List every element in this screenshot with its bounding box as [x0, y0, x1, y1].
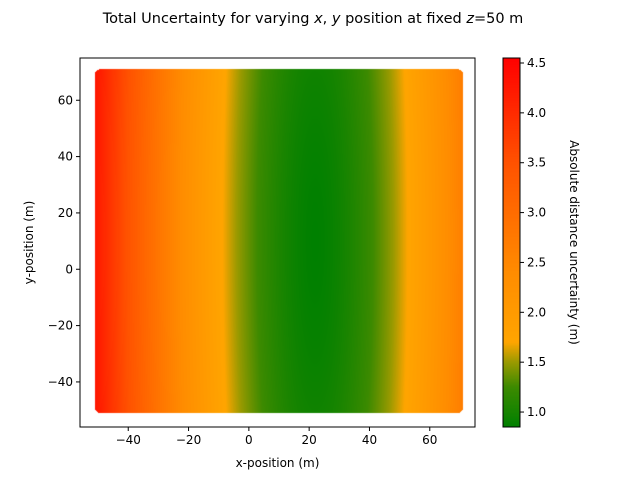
x-axis-ticks: −40 −20 0 20 40 60	[116, 427, 437, 447]
colorbar-tick-label: 3.5	[527, 156, 546, 170]
colorbar-frame	[502, 57, 521, 428]
colorbar-tick-label: 4.5	[527, 56, 546, 70]
colorbar-tick-label: 1.0	[527, 405, 546, 419]
plot-frame	[79, 57, 476, 428]
x-tick-label: 0	[245, 433, 253, 447]
title-middle: position at fixed	[340, 11, 466, 27]
colorbar-tick-label: 2.0	[527, 305, 546, 319]
x-tick-label: −40	[116, 433, 141, 447]
colorbar-tick-label: 2.5	[527, 255, 546, 269]
colorbar-tick-label: 1.5	[527, 355, 546, 369]
colorbar-label: Absolute distance uncertainty (m)	[567, 140, 581, 345]
title-var-y: y	[331, 11, 341, 27]
title-var-z: z	[465, 11, 474, 27]
title-prefix: Total Uncertainty for varying	[102, 11, 314, 27]
heatmap-canvas	[80, 58, 475, 427]
colorbar-ticks: 1.0 1.5 2.0 2.5 3.0 3.5 4.0 4.5	[520, 56, 546, 419]
x-tick-label: 40	[362, 433, 377, 447]
y-tick-label: 20	[58, 206, 73, 220]
chart-title: Total Uncertainty for varying x, y posit…	[102, 11, 524, 27]
x-tick-label: 20	[302, 433, 317, 447]
y-tick-label: −20	[48, 319, 73, 333]
colorbar: 1.0 1.5 2.0 2.5 3.0 3.5 4.0 4.5 Absolute distan…	[502, 56, 581, 428]
y-tick-label: 60	[58, 93, 73, 107]
x-axis-label: x-position (m)	[236, 456, 320, 470]
colorbar-tick-label: 3.0	[527, 206, 546, 220]
colorbar-tick-label: 4.0	[527, 106, 546, 120]
y-tick-label: 0	[65, 262, 73, 276]
heatmap-area	[80, 58, 475, 427]
x-tick-label: 60	[422, 433, 437, 447]
y-axis-ticks: −40 −20 0 20 40 60	[48, 93, 80, 389]
title-var-x: x	[313, 11, 323, 27]
title-sep: ,	[323, 11, 332, 27]
y-tick-label: −40	[48, 375, 73, 389]
y-tick-label: 40	[58, 150, 73, 164]
x-tick-label: −20	[176, 433, 201, 447]
y-axis-label: y-position (m)	[22, 201, 36, 285]
title-suffix: =50 m	[474, 11, 523, 27]
colorbar-gradient	[503, 58, 520, 427]
